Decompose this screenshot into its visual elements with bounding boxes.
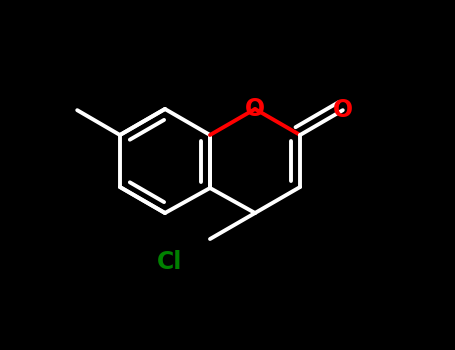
Text: Cl: Cl [157,250,182,274]
Text: O: O [245,97,265,121]
Text: O: O [333,98,353,122]
